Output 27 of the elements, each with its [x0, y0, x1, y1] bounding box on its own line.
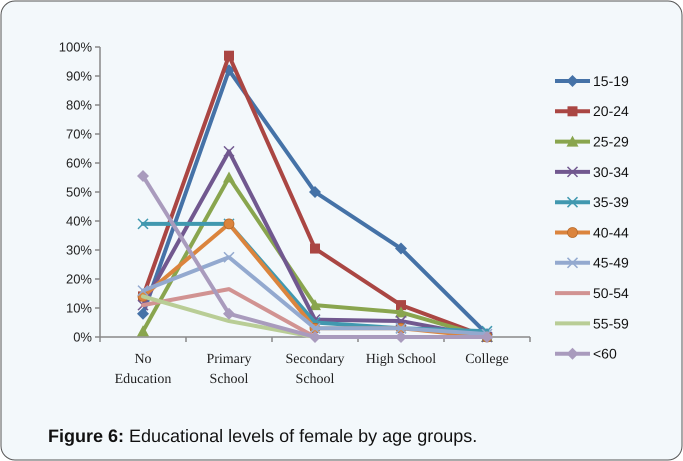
y-tick-label: 40%	[66, 214, 92, 229]
legend-label: 20-24	[593, 103, 630, 120]
legend-label: 15-19	[593, 72, 630, 89]
y-tick-label: 0%	[73, 330, 92, 345]
legend-label: 25-29	[593, 134, 630, 150]
caption: Figure 6: Educational levels of female by age groups.	[48, 426, 478, 446]
x-tick-label: No Education	[114, 352, 172, 387]
y-tick-label: 50%	[66, 184, 92, 200]
legend-label: 55-59	[593, 315, 630, 332]
y-tick-label: 60%	[66, 156, 92, 171]
x-tick-label: Secondary School	[285, 352, 345, 387]
legend-label: 50-54	[593, 285, 630, 301]
legend-label: 40-44	[593, 224, 630, 240]
x-tick-label: High School	[366, 352, 436, 367]
x-tick-label: College	[465, 352, 509, 367]
legend-label: <60	[593, 346, 617, 362]
y-tick-label: 10%	[66, 300, 92, 316]
legend-label: 45-49	[593, 254, 630, 271]
y-tick-label: 30%	[66, 242, 92, 258]
legend-label: 35-39	[593, 194, 630, 210]
y-tick-label: 100%	[58, 40, 92, 55]
y-tick-label: 90%	[66, 68, 92, 84]
y-tick-label: 80%	[66, 98, 92, 113]
y-tick-label: 20%	[66, 272, 92, 287]
x-tick-label: Primary School	[206, 352, 252, 387]
legend-label: 30-34	[593, 164, 630, 180]
y-tick-label: 70%	[66, 126, 92, 142]
